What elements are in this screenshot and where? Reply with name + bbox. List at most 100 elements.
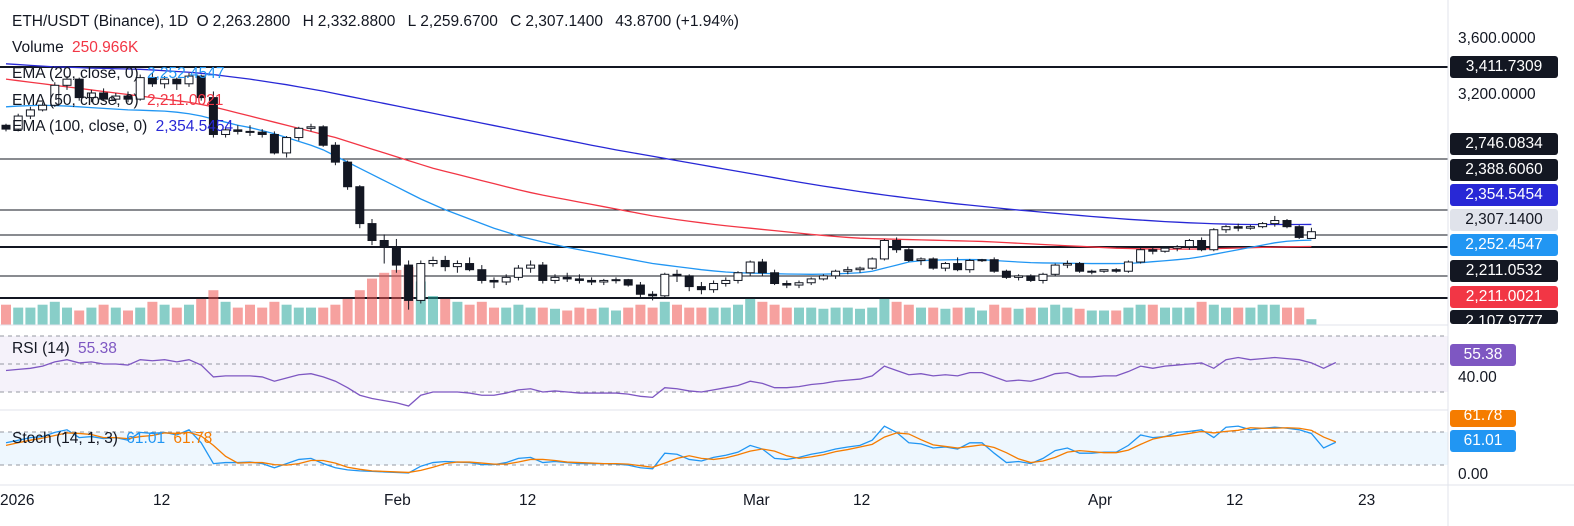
price-tag-level[interactable]: 2,211.0532	[1450, 260, 1558, 282]
volume-bar	[208, 290, 219, 325]
candle-body	[745, 261, 755, 274]
candle-body	[1062, 263, 1072, 266]
candle-body	[318, 126, 328, 146]
volume-bar	[794, 307, 804, 325]
candle-body	[1001, 270, 1011, 278]
candle-body	[1184, 239, 1194, 248]
volume-bar	[1135, 304, 1146, 325]
volume-bar	[1306, 319, 1317, 325]
candle-body	[1026, 275, 1036, 281]
volume-bar	[464, 304, 475, 325]
volume-bar	[171, 307, 182, 325]
price-tag-ema100[interactable]: 2,354.5454	[1450, 184, 1558, 206]
ema100-line	[5, 63, 1312, 226]
candle-body	[269, 133, 279, 154]
rsi-value-tag[interactable]: 55.38	[1450, 344, 1516, 366]
volume-bar	[1025, 307, 1036, 325]
candle-body	[50, 84, 60, 106]
candle-body	[1, 124, 11, 130]
price-axis-label: 3,600.0000	[1458, 30, 1536, 47]
candle-body	[892, 239, 902, 251]
stoch-legend[interactable]: Stoch (14, 1, 3) 61.01 61.78	[12, 430, 216, 448]
candle-body	[867, 258, 877, 269]
ema20-legend[interactable]: EMA (20, close, 0) 2,252.4547	[12, 65, 229, 83]
price-tag-ema50[interactable]: 2,211.0021	[1450, 286, 1558, 308]
candle-body	[1245, 226, 1255, 229]
volume-bar	[830, 307, 841, 325]
candle-body	[233, 129, 243, 132]
candle-body	[513, 267, 523, 278]
price-tag-level[interactable]: 2,388.6060	[1450, 159, 1558, 181]
volume-bar	[476, 301, 487, 325]
volume-bar	[550, 308, 560, 325]
stoch-d-tag[interactable]: 61.78	[1450, 410, 1516, 427]
ema100-legend[interactable]: EMA (100, close, 0) 2,354.5454	[12, 118, 237, 136]
volume-bar	[586, 308, 597, 325]
volume-bar	[135, 307, 146, 325]
candle-body	[611, 279, 621, 282]
volume-bar	[513, 304, 524, 325]
time-axis-label: 23	[1358, 492, 1376, 509]
volume-legend[interactable]: Volume 250.966K	[12, 39, 142, 57]
volume-bar	[928, 307, 939, 325]
volume-bar	[818, 308, 829, 325]
volume-bar	[367, 278, 377, 325]
candle-body	[550, 276, 560, 281]
volume-bar	[684, 307, 695, 325]
candle-body	[928, 258, 938, 269]
candle-body	[501, 276, 511, 283]
candle-body	[428, 259, 438, 265]
rsi-legend[interactable]: RSI (14) 55.38	[12, 340, 121, 358]
candle-body	[282, 137, 292, 154]
candle-body	[855, 267, 865, 271]
stoch-band	[0, 432, 1448, 465]
candle-body	[965, 259, 975, 271]
candle-body	[257, 131, 267, 135]
volume-bar	[525, 307, 536, 325]
volume-bar	[1, 304, 11, 325]
price-tag-ema20[interactable]: 2,252.4547	[1450, 234, 1558, 256]
stoch-k-tag[interactable]: 61.01	[1450, 430, 1516, 452]
volume-bar	[1269, 304, 1280, 325]
candle-body	[648, 293, 658, 297]
candle-body	[343, 161, 353, 188]
price-tag-level[interactable]: 3,411.7309	[1450, 56, 1558, 78]
volume-bar	[806, 307, 817, 325]
candle-body	[587, 279, 597, 283]
volume-label: Volume	[12, 39, 64, 56]
candle-body	[355, 186, 365, 225]
symbol-legend[interactable]: ETH/USDT (Binance), 1D O 2,263.2800 H 2,33…	[12, 13, 743, 31]
candle-body	[111, 95, 121, 100]
volume-bar	[379, 272, 390, 325]
candle-body	[416, 263, 426, 301]
candle-body	[465, 263, 475, 271]
candle-body	[574, 278, 584, 281]
candle-body	[1014, 275, 1024, 278]
candle-body	[123, 95, 133, 100]
candle-body	[172, 78, 182, 85]
candle-body	[1111, 269, 1121, 272]
volume-bar	[306, 307, 316, 325]
candle-body	[526, 264, 536, 269]
candle-body	[696, 286, 706, 291]
candle-body	[684, 275, 694, 288]
volume-bar	[720, 307, 731, 325]
candle-body	[623, 279, 633, 286]
volume-bar	[25, 307, 36, 325]
volume-bar	[623, 307, 634, 325]
price-tag-level[interactable]: 2,107.9777	[1450, 310, 1558, 324]
volume-bar	[1294, 307, 1305, 325]
price-change: 43.8700 (+1.94%)	[615, 13, 739, 30]
price-tag-level[interactable]: 2,746.0834	[1450, 133, 1558, 155]
candle-body	[489, 279, 499, 283]
candle-body	[25, 109, 35, 117]
volume-bar	[1160, 307, 1170, 325]
price-tag-last[interactable]: 2,307.1400	[1450, 209, 1558, 231]
candle-body	[1221, 226, 1231, 231]
volume-bar	[903, 304, 914, 325]
ema50-legend[interactable]: EMA (50, close, 0) 2,211.0021	[12, 92, 227, 110]
candle-body	[916, 258, 926, 261]
volume-bar	[1123, 307, 1134, 325]
candle-body	[1160, 247, 1170, 252]
